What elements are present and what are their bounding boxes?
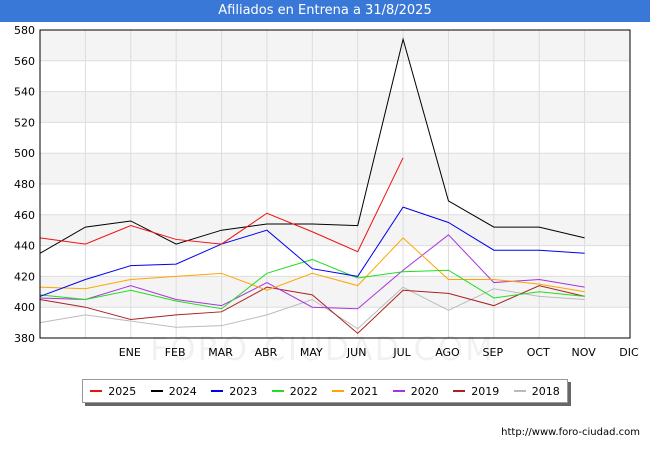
x-tick-label: ABR — [255, 346, 278, 359]
plot-band — [40, 91, 630, 123]
y-tick-label: 380 — [14, 332, 35, 345]
x-tick-label: AGO — [435, 346, 460, 359]
legend-item-2018: 2018 — [513, 384, 560, 398]
watermark-text: FORO-CIUDAD.COM — [150, 330, 495, 368]
y-tick-label: 400 — [14, 301, 35, 314]
y-tick-label: 560 — [14, 55, 35, 68]
x-axis-ticks: ENE FEB MAR ABR MAY JUN JUL AGO SEP OCT NOV DIC — [119, 346, 639, 359]
plot-band — [40, 30, 630, 61]
plot-frame — [39, 29, 631, 339]
y-tick-label: 460 — [14, 209, 35, 222]
legend-item-2024: 2024 — [150, 384, 197, 398]
series-line-2023 — [39, 206, 585, 297]
y-tick-label: 480 — [14, 178, 35, 191]
legend-swatch — [513, 390, 526, 392]
legend-item-2019: 2019 — [453, 385, 499, 398]
source-url[interactable]: http://www.foro-ciudad.com — [501, 427, 640, 438]
legend-item-2023: 2023 — [211, 385, 257, 398]
x-tick-label: MAY — [300, 346, 323, 359]
legend: 2025 2024 2023 2022 2021 2020 2019 2018 — [82, 379, 568, 403]
chart-title: Afiliados en Entrena a 31/8/2025 — [0, 0, 650, 22]
legend-item-2020: 2020 — [392, 384, 439, 398]
legend-item-2021: 2021 — [332, 385, 378, 398]
y-tick-label: 580 — [14, 24, 35, 37]
y-tick-label: 440 — [14, 240, 35, 253]
y-axis-ticks: 380 400 420 440 460 480 500 520 540 560 580 — [14, 24, 35, 345]
legend-label: 2021 — [350, 384, 379, 398]
legend-label: 2022 — [289, 384, 318, 398]
plot-band — [40, 214, 630, 246]
series-line-2025 — [39, 157, 404, 253]
legend-label: 2025 — [108, 384, 137, 398]
legend-item-2022: 2022 — [271, 384, 318, 398]
legend-label: 2023 — [229, 384, 258, 398]
y-tick-label: 520 — [14, 116, 35, 129]
x-tick-label: SEP — [483, 346, 504, 359]
legend-swatch — [150, 390, 163, 392]
legend-label: 2020 — [410, 384, 439, 398]
legend-swatch — [271, 390, 284, 392]
x-tick-label: DIC — [619, 346, 639, 359]
plot-band — [40, 153, 630, 184]
plot-bands — [40, 30, 630, 308]
y-tick-label: 500 — [14, 147, 35, 160]
legend-item-2025: 2025 — [90, 385, 136, 398]
x-tick-label: MAR — [208, 346, 233, 359]
series-line-2019 — [39, 285, 585, 335]
series-line-2018 — [39, 286, 585, 330]
series-line-2022 — [39, 258, 585, 310]
x-tick-label: JUN — [346, 346, 367, 359]
legend-label: 2018 — [531, 384, 560, 398]
y-tick-label: 540 — [14, 86, 35, 99]
series-line-2024 — [39, 37, 585, 254]
legend-swatch — [332, 390, 345, 392]
x-tick-label: JUL — [392, 346, 411, 359]
x-tick-label: ENE — [119, 346, 141, 359]
y-tick-label: 420 — [14, 270, 35, 283]
line-chart: 380 400 420 440 460 480 500 520 540 560 580 ENE FEB… — [14, 24, 639, 359]
legend-swatch — [392, 390, 405, 392]
x-tick-label: OCT — [527, 346, 550, 359]
x-tick-label: NOV — [572, 346, 597, 359]
series-line-2020 — [39, 234, 585, 310]
x-tick-label: FEB — [165, 346, 186, 359]
series-lines — [39, 37, 585, 335]
legend-swatch — [90, 390, 103, 392]
legend-swatch — [211, 390, 224, 392]
legend-label: 2024 — [168, 384, 197, 398]
legend-label: 2019 — [471, 384, 500, 398]
series-line-2021 — [39, 237, 585, 293]
legend-swatch — [453, 390, 466, 392]
